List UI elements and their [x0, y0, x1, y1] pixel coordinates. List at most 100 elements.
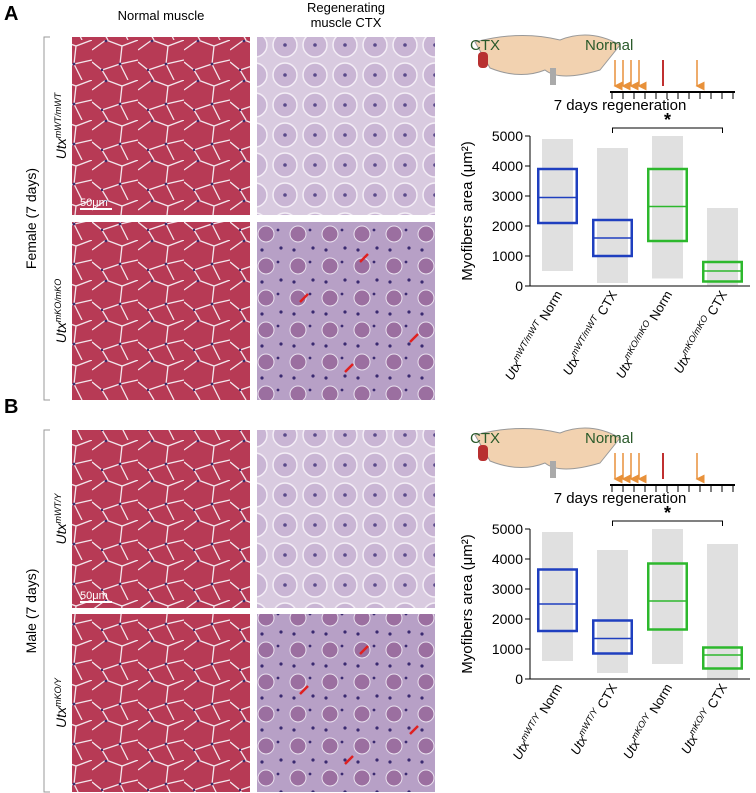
x-label-group: UtxmWT/mWTNorm: [501, 288, 565, 383]
label-base: Utx: [678, 732, 701, 757]
significance-bracket: [612, 127, 723, 133]
label-base: Utx: [613, 356, 636, 381]
x-tick-label: UtxmWT/mWTCTX: [559, 287, 621, 378]
x-tick-label: UtxmKO/mKONorm: [612, 288, 675, 382]
group-label: Female (7 days): [23, 168, 39, 269]
bracket: [43, 429, 50, 793]
scale-label: 50μm: [80, 197, 108, 209]
box: [537, 568, 578, 633]
group-label: Male (7 days): [23, 569, 39, 654]
x-tick-label: UtxmKO/mKOCTX: [670, 287, 731, 376]
row-label-group: UtxmKO/Y: [53, 677, 69, 728]
micrograph: [72, 222, 250, 400]
label-base: Utx: [560, 353, 583, 378]
label-base: Utx: [567, 733, 590, 758]
arrow: [344, 755, 354, 765]
row-label: UtxmKO/Y: [53, 677, 69, 728]
micrograph: [72, 614, 250, 792]
row-label: UtxmWT/Y: [53, 493, 69, 545]
line: muscle CTX: [311, 15, 382, 30]
x-label-group: UtxmKO/YCTX: [677, 680, 730, 757]
y-tick-label: 1000: [492, 641, 523, 657]
line: Regenerating: [307, 0, 385, 15]
muscle-illustration: [474, 34, 621, 77]
label-suffix: CTX: [704, 288, 730, 318]
row-label-group: UtxmWT/Y: [53, 493, 69, 545]
label-sup: mKO/Y: [53, 677, 63, 707]
label-sup: mWT/Y: [576, 706, 600, 738]
label-suffix: Norm: [646, 288, 675, 323]
label-suffix: CTX: [594, 288, 620, 318]
y-tick-label: 0: [515, 671, 523, 687]
y-axis-label: Myofibers area (μm²): [459, 141, 476, 281]
label-base: Utx: [53, 706, 69, 728]
box: [702, 646, 743, 670]
row-label: UtxmKO/mKO: [53, 279, 69, 344]
y-tick-label: 5000: [492, 521, 523, 537]
injury-label: CTX: [470, 430, 500, 447]
label-sup: mKO/mKO: [679, 313, 709, 356]
label-base: Utx: [53, 523, 69, 545]
bracket: [43, 36, 50, 401]
arrow: [359, 253, 369, 263]
x-tick-label: UtxmKO/YNorm: [619, 681, 675, 762]
arrow: [359, 645, 369, 655]
x-label-group: UtxmKO/mKOCTX: [670, 287, 731, 376]
panel-label: B: [4, 396, 18, 418]
label-sup: mKO/Y: [629, 711, 653, 742]
arrow: [344, 363, 354, 373]
label-base: Utx: [509, 738, 532, 763]
x-tick-label: UtxmKO/YCTX: [677, 680, 730, 756]
micrograph: [257, 222, 435, 400]
y-tick-label: 3000: [492, 581, 523, 597]
label-base: Utx: [620, 737, 643, 762]
label-sup: mWT/mWT: [568, 312, 600, 358]
micrograph: [257, 614, 435, 792]
y-tick-label: 2000: [492, 218, 523, 234]
micrograph: [257, 430, 435, 608]
injected-muscle: [478, 52, 488, 68]
label-base: Utx: [53, 137, 69, 159]
row-label-group: UtxmWT/mWT: [53, 91, 69, 159]
label-suffix: Norm: [536, 288, 565, 323]
label-suffix: Norm: [536, 681, 565, 716]
label-sup: mWT/Y: [53, 493, 63, 524]
arrow: [409, 333, 419, 343]
significance: *: [664, 503, 671, 523]
row-label-group: UtxmKO/mKO: [53, 279, 69, 344]
micrograph: [72, 430, 250, 608]
y-axis-label: Myofibers area (μm²): [459, 534, 476, 674]
y-tick-label: 0: [515, 278, 523, 294]
label-sup: mKO/mKO: [53, 279, 63, 323]
y-tick-label: 3000: [492, 188, 523, 204]
scale-label: 50μm: [80, 590, 108, 602]
label-suffix: Norm: [646, 681, 675, 716]
label-suffix: CTX: [704, 681, 730, 711]
caption: 7 days regeneration: [554, 97, 687, 114]
caption: 7 days regeneration: [554, 490, 687, 507]
x-label-group: UtxmWT/mWTCTX: [559, 287, 621, 378]
y-tick-label: 4000: [492, 158, 523, 174]
box: [592, 619, 633, 655]
x-label-group: UtxmKO/mKONorm: [612, 288, 675, 382]
y-tick-label: 5000: [492, 128, 523, 144]
x-label-group: UtxmKO/YNorm: [619, 681, 675, 762]
x-tick-label: UtxmWT/YCTX: [566, 680, 620, 757]
x-tick-label: UtxmWT/mWTNorm: [501, 288, 565, 383]
x-label-group: UtxmWT/YNorm: [509, 681, 565, 763]
y-tick-label: 1000: [492, 248, 523, 264]
label-sup: mWT/mWT: [511, 317, 543, 363]
row-label: UtxmWT/mWT: [53, 91, 69, 159]
arrow: [299, 685, 309, 695]
label-base: Utx: [53, 321, 69, 343]
arrow: [299, 293, 309, 303]
panel-label: A: [4, 3, 18, 25]
muscle-illustration: [474, 427, 621, 470]
label-sup: mKO/Y: [687, 706, 711, 737]
significance: *: [664, 110, 671, 130]
x-label-group: UtxmWT/YCTX: [566, 680, 620, 758]
label-sup: mWT/mWT: [53, 91, 63, 138]
label-suffix: CTX: [594, 681, 620, 711]
box: [647, 562, 688, 631]
